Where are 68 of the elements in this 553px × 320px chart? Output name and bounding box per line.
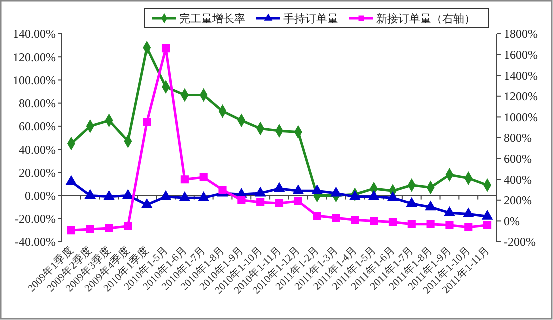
point [105,224,114,233]
y2-tick-label: 200% [504,194,532,208]
y-tick-label: -40.00% [15,235,56,250]
point [406,198,418,208]
point [294,197,302,206]
point [463,208,474,218]
point [464,223,473,232]
y2-tick-label: 1400% [504,68,538,83]
point [86,225,94,234]
y2-tick-label: 1000% [504,110,538,124]
legend-label: 手持订单量 [284,12,338,26]
point [198,192,210,202]
y-tick-label: 80.00% [19,96,56,111]
point [66,176,77,186]
point [255,187,266,197]
y-tick-label: 140.00% [13,27,56,42]
point [312,185,323,194]
y2-tick-label: 1800% [504,27,538,42]
y2-tick-label: -200% [504,235,536,250]
point [256,198,265,207]
legend-label: 新接订单量（右轴） [376,12,476,26]
point [313,212,322,220]
point [275,199,284,208]
y-tick-label: 0.00% [25,188,56,203]
point [368,190,380,200]
y2-tick-label: 400% [504,172,532,187]
y2-tick-label: 800% [504,131,532,146]
point [388,192,398,202]
point [85,190,96,200]
y-tick-label: 40.00% [19,142,56,157]
point [122,190,134,200]
point [274,182,285,192]
y-tick-label: -20.00% [15,212,56,226]
point [143,118,152,126]
y-tick-label: 120.00% [13,50,56,64]
point [67,226,76,235]
point [160,190,172,200]
point [388,218,398,226]
point [200,173,208,182]
point [426,201,436,211]
y2-tick-label: 600% [504,152,532,166]
point [238,196,246,204]
point [426,220,435,228]
point [330,187,342,197]
y-tick-label: 100.00% [13,73,56,88]
y2-tick-label: 0% [504,214,520,228]
point [482,210,493,220]
legend-label: 完工量增长率 [180,12,246,26]
point [124,222,132,230]
point [180,192,190,202]
point [180,176,189,184]
point [444,207,456,216]
y-tick-label: 60.00% [19,120,56,134]
point [350,190,360,200]
point [218,186,227,194]
point [446,221,454,230]
point [104,190,115,200]
point [293,185,304,194]
point [408,220,416,228]
y2-tick-label: 1200% [504,90,538,104]
point [162,44,170,53]
point [484,221,492,230]
y-tick-label: 20.00% [19,166,56,180]
point [370,217,378,226]
point [332,214,340,222]
y2-tick-label: 1600% [504,48,538,62]
point [142,198,152,208]
point [351,216,360,224]
